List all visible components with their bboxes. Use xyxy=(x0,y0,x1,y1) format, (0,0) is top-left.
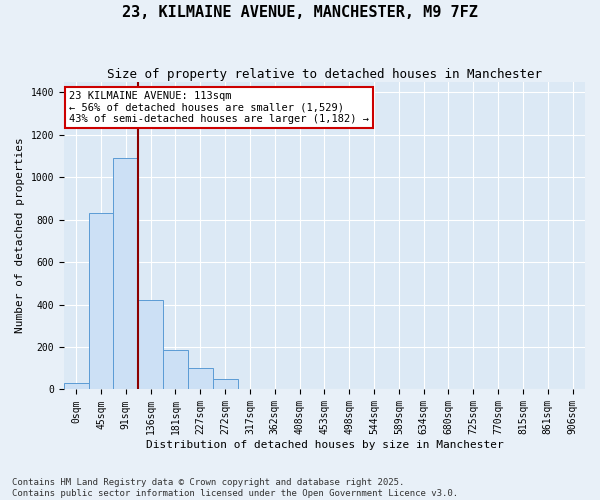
Text: 23, KILMAINE AVENUE, MANCHESTER, M9 7FZ: 23, KILMAINE AVENUE, MANCHESTER, M9 7FZ xyxy=(122,5,478,20)
Text: 23 KILMAINE AVENUE: 113sqm
← 56% of detached houses are smaller (1,529)
43% of s: 23 KILMAINE AVENUE: 113sqm ← 56% of deta… xyxy=(69,91,369,124)
Title: Size of property relative to detached houses in Manchester: Size of property relative to detached ho… xyxy=(107,68,542,80)
Bar xyxy=(89,214,113,390)
Bar xyxy=(188,368,212,390)
Bar xyxy=(113,158,138,390)
Bar xyxy=(138,300,163,390)
Text: Contains HM Land Registry data © Crown copyright and database right 2025.
Contai: Contains HM Land Registry data © Crown c… xyxy=(12,478,458,498)
Bar xyxy=(163,350,188,390)
X-axis label: Distribution of detached houses by size in Manchester: Distribution of detached houses by size … xyxy=(146,440,503,450)
Bar xyxy=(212,380,238,390)
Bar xyxy=(64,383,89,390)
Y-axis label: Number of detached properties: Number of detached properties xyxy=(15,138,25,334)
